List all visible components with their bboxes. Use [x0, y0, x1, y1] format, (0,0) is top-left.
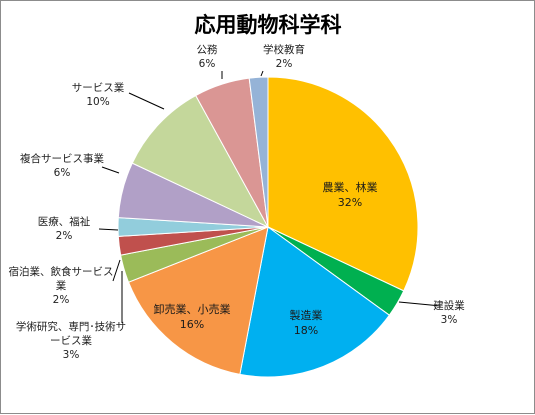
slice-1 [267, 76, 419, 292]
slice-3-value-label: 18% [294, 324, 318, 337]
slice-6-leader-line [112, 259, 121, 282]
chart-title: 応用動物科学科 [195, 13, 342, 37]
slice-9-name-label: サービス業 [72, 81, 125, 94]
slice-4-name-label: 卸売業、小売業 [154, 302, 231, 316]
slice-2-name-label: 建設業 [433, 299, 465, 312]
slice-2-leader-line [398, 301, 442, 307]
slice-5-value-label: 3% [63, 349, 80, 361]
slice-9 [131, 94, 270, 229]
slice-8-name-label: 複合サービス事業 [20, 152, 104, 165]
slice-2-value-label: 3% [441, 314, 458, 326]
slice-8-leader-line [101, 166, 120, 174]
slice-8-value-label: 6% [54, 167, 71, 179]
slice-7-name-label: 医療、福祉 [38, 215, 91, 228]
slice-4 [127, 226, 269, 375]
slice-11-leader-line [260, 70, 264, 77]
slice-7-value-label: 2% [56, 230, 73, 242]
slice-11 [248, 76, 269, 228]
leader-lines [98, 70, 442, 323]
slice-1-name-label: 農業、林業 [323, 180, 378, 194]
slice-4-value-label: 16% [180, 318, 204, 331]
slice-5-name-label: 学術研究、専門･技術サービス業 [16, 320, 126, 347]
slice-10-name-label: 公務 [197, 43, 218, 56]
slice-11-name-label: 学校教育 [263, 43, 305, 56]
slice-labels: 農業、林業 32% 建設業 3% 製造業 18% 卸売業、小売業 16% 学術研究、専門･技術サ… [9, 43, 466, 361]
slice-9-leader-line [128, 92, 165, 110]
slice-9-value-label: 10% [86, 96, 109, 108]
slice-6-name-label: 宿泊業、飲食サービス業 [9, 265, 114, 292]
slice-10-value-label: 6% [199, 58, 216, 70]
pie-slices [117, 76, 419, 378]
slice-3 [239, 226, 391, 378]
slice-3-name-label: 製造業 [290, 308, 323, 322]
slice-1-value-label: 32% [338, 196, 362, 209]
slice-11-value-label: 2% [276, 58, 293, 70]
slice-7-leader-line [98, 228, 119, 231]
slice-6-value-label: 2% [53, 294, 70, 306]
